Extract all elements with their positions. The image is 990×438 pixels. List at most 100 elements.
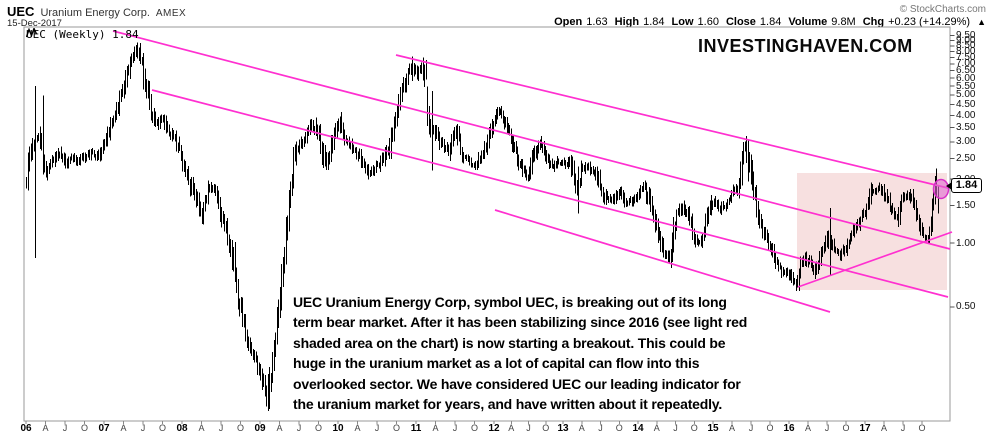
y-axis-price-label: 8.00 xyxy=(956,46,976,58)
x-axis-month-label: O xyxy=(615,423,623,433)
x-axis-month-label: J xyxy=(140,423,146,433)
x-axis-month-label: J xyxy=(374,423,380,433)
quote-value: +0.23 (+14.29%) xyxy=(888,16,971,28)
x-axis-month-label: A xyxy=(120,423,127,433)
x-axis-month-label: J xyxy=(218,423,224,433)
x-axis-month-label: J xyxy=(900,423,906,433)
middle-channel-line xyxy=(151,89,949,298)
ohlc-quote-row: Open 1.63 High 1.84 Low 1.60 Close 1.84 Volume 9.… xyxy=(554,16,986,28)
y-axis-price-label: 3.00 xyxy=(956,136,976,148)
y-axis-price-label: 0.50 xyxy=(956,301,976,313)
x-axis-month-label: O xyxy=(236,423,245,433)
y-axis-price-label: 7.00 xyxy=(956,58,976,70)
x-axis-year-label: 16 xyxy=(783,423,795,434)
x-axis-month-label: O xyxy=(80,423,89,433)
x-axis-month-label: O xyxy=(690,423,698,433)
x-axis-year-label: 15 xyxy=(707,423,719,434)
y-axis-price-label: 2.50 xyxy=(956,153,976,165)
x-axis-month-label: A xyxy=(276,423,283,433)
y-axis-price-label: 8.50 xyxy=(956,40,976,52)
annotation-line: UEC Uranium Energy Corp, symbol UEC, is … xyxy=(293,294,727,310)
quote-label: Chg xyxy=(862,16,885,28)
x-axis-month-label: O xyxy=(158,423,167,433)
x-axis-year-label: 17 xyxy=(859,423,871,434)
chart-date: 15-Dec-2017 xyxy=(7,18,62,29)
x-axis-month-label: J xyxy=(673,423,678,433)
x-axis-year-label: 13 xyxy=(557,423,569,434)
x-axis-month-label: J xyxy=(748,423,754,433)
ticker-symbol: UEC xyxy=(7,4,35,19)
x-axis-month-label: J xyxy=(598,423,603,433)
lower-channel-line xyxy=(494,209,831,313)
x-axis-year-label: 10 xyxy=(332,423,344,434)
x-axis-month-label: O xyxy=(766,423,774,433)
x-axis-month-label: O xyxy=(392,423,401,433)
x-axis-month-label: J xyxy=(452,423,458,433)
exchange-name: AMEX xyxy=(155,8,187,19)
x-axis-month-label: A xyxy=(728,423,736,433)
y-axis-price-label: 9.50 xyxy=(956,30,976,42)
quote-label: Open xyxy=(554,16,583,28)
x-axis-month-label: A xyxy=(354,423,361,433)
y-axis-price-label: 7.50 xyxy=(956,51,976,63)
x-axis-month-label: A xyxy=(804,423,812,433)
quote-label: Close xyxy=(725,16,756,28)
series-label: UEC (Weekly) 1.84 xyxy=(26,28,139,41)
x-axis-month-label: A xyxy=(198,423,205,433)
y-axis-price-label: 3.50 xyxy=(956,122,976,134)
upper-channel-line xyxy=(112,30,951,250)
quote-value: 1.63 xyxy=(586,16,608,28)
x-axis-month-label: A xyxy=(508,423,515,433)
series-label-row: UEC (Weekly) 1.84 xyxy=(26,28,139,41)
x-axis-month-label: J xyxy=(296,423,302,433)
company-name: Uranium Energy Corp. xyxy=(40,7,150,19)
x-axis-month-label: J xyxy=(526,423,531,433)
y-axis-price-label: 9.00 xyxy=(956,35,976,47)
chart-style-icon xyxy=(26,28,37,38)
x-axis-month-label: A xyxy=(578,423,585,433)
x-axis-month-label: O xyxy=(470,423,479,433)
x-axis-month-label: J xyxy=(824,423,830,433)
y-axis-price-label: 1.50 xyxy=(956,200,976,212)
x-axis-year-label: 06 xyxy=(20,423,32,434)
annotation-line: overlooked sector. We have considered UE… xyxy=(293,375,741,392)
chart-header: UEC Uranium Energy Corp. AMEX xyxy=(7,4,186,19)
annotation-line: huge in the uranium market as a lot of c… xyxy=(293,355,700,372)
x-axis-month-label: O xyxy=(314,423,323,433)
y-axis-price-label: 5.00 xyxy=(956,89,976,101)
y-axis-price-label: 4.50 xyxy=(956,99,976,111)
quote-value: 1.84 xyxy=(643,16,665,28)
x-axis-month-label: O xyxy=(542,423,550,433)
weekly-price-bars xyxy=(26,42,939,411)
wedge-support-line xyxy=(797,231,953,288)
quote-label: Volume xyxy=(788,16,828,28)
x-axis-month-label: J xyxy=(62,423,68,433)
annotation-line: the uranium market for years, and have w… xyxy=(293,396,723,413)
y-axis-price-label: 5.50 xyxy=(956,80,976,92)
investinghaven-watermark: INVESTINGHAVEN.COM xyxy=(698,36,913,56)
y-axis-price-label: 1.00 xyxy=(956,237,976,249)
y-axis-price-label: 6.00 xyxy=(956,72,976,84)
quote-label: Low xyxy=(671,16,694,28)
x-axis-month-label: A xyxy=(42,423,49,433)
breakout-resistance-line xyxy=(395,54,949,189)
change-up-arrow-icon: ▲ xyxy=(977,17,986,27)
x-axis-year-label: 09 xyxy=(254,423,266,434)
x-axis-month-label: A xyxy=(880,423,888,433)
plot-frame xyxy=(23,26,951,422)
x-axis-year-label: 07 xyxy=(98,423,110,434)
x-axis-month-label: A xyxy=(653,423,660,433)
annotation-line: shaded area on the chart) is now startin… xyxy=(293,334,726,351)
y-axis-price-label: 4.00 xyxy=(956,109,976,121)
x-axis-year-label: 11 xyxy=(410,423,422,434)
x-axis-year-label: 14 xyxy=(632,423,644,434)
annotation-line: term bear market. After it has been stab… xyxy=(293,314,748,331)
x-axis-month-label: O xyxy=(842,423,850,433)
analysis-annotation-text: UEC Uranium Energy Corp, symbol UEC, is … xyxy=(293,292,747,414)
last-price-tag: 1.84 xyxy=(946,178,982,193)
quote-value: 1.60 xyxy=(697,16,719,28)
y-axis-price-label: 6.50 xyxy=(956,65,976,77)
x-axis-year-label: 08 xyxy=(176,423,188,434)
